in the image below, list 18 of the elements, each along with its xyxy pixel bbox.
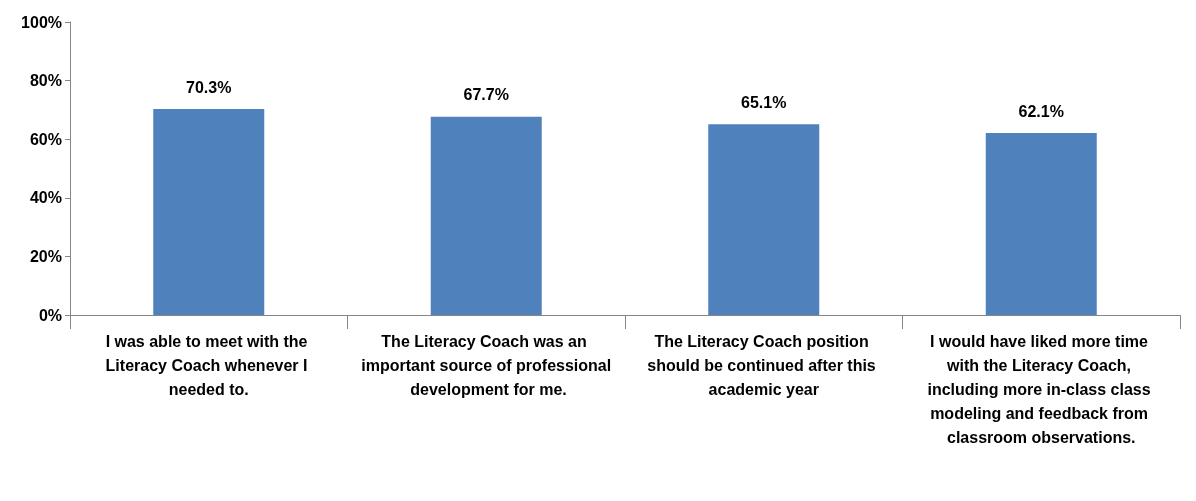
x-tick-label: I would have liked more time with the Literacy Coach, including more in-class class modeling and feedback from classroom observations. [927,332,1156,446]
y-tick-label: 80% [29,72,62,90]
y-tick-label: 40% [29,189,62,207]
data-label: 67.7% [463,86,509,104]
y-tick-label: 60% [29,130,62,148]
data-label: 62.1% [1018,102,1064,120]
x-tick-label: The Literacy Coach was an important source of professional development for me. [361,332,612,398]
y-tick-label: 0% [38,306,62,324]
bar [985,133,1097,315]
data-label: 70.3% [186,78,232,96]
y-tick-label: 20% [29,247,62,265]
bar [430,116,542,315]
x-tick-label: I was able to meet with the Literacy Coach whenever I needed to. [105,332,312,398]
y-tick-label: 100% [21,13,62,31]
bar [153,109,265,315]
bar [708,124,820,315]
data-label: 65.1% [741,93,787,111]
x-tick-label: The Literacy Coach position should be continued after this academic year [647,332,881,398]
